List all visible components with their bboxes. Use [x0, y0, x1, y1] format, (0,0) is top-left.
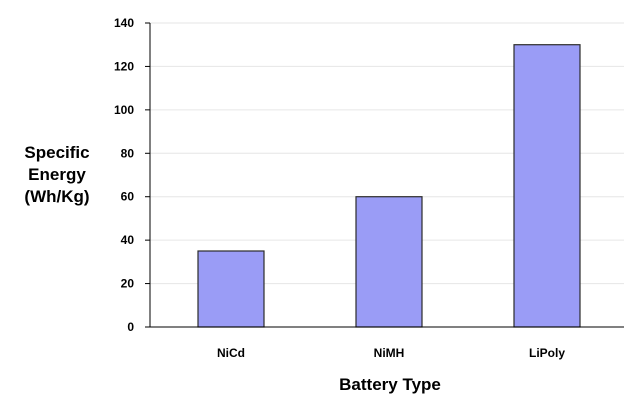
y-axis-title-line-2: Energy	[28, 165, 86, 184]
x-tick-label-nicd: NiCd	[217, 346, 245, 360]
y-tick-label-100: 100	[114, 103, 134, 117]
axes	[145, 22, 624, 328]
y-tick-labels: 0 20 40 60 80 100 120 140	[114, 16, 134, 334]
y-axis-title-line-1: Specific	[24, 143, 89, 162]
y-tick-label-60: 60	[121, 190, 135, 204]
y-axis-title: Specific Energy (Wh/Kg)	[24, 143, 89, 206]
y-tick-label-80: 80	[121, 146, 135, 160]
x-tick-label-nimh: NiMH	[374, 346, 405, 360]
y-axis-title-line-3: (Wh/Kg)	[24, 187, 89, 206]
x-axis-title: Battery Type	[339, 375, 441, 394]
x-category-labels: NiCd NiMH LiPoly	[217, 346, 565, 360]
y-tick-label-0: 0	[127, 320, 134, 334]
y-tick-label-140: 140	[114, 16, 134, 30]
bar-lipoly	[513, 44, 581, 328]
y-tick-label-120: 120	[114, 59, 134, 73]
bar-nicd	[197, 250, 265, 328]
y-tick-label-40: 40	[121, 233, 135, 247]
x-tick-label-lipoly: LiPoly	[529, 346, 565, 360]
bars	[197, 44, 581, 328]
bar-nimh	[355, 196, 423, 328]
y-tick-label-20: 20	[121, 277, 135, 291]
